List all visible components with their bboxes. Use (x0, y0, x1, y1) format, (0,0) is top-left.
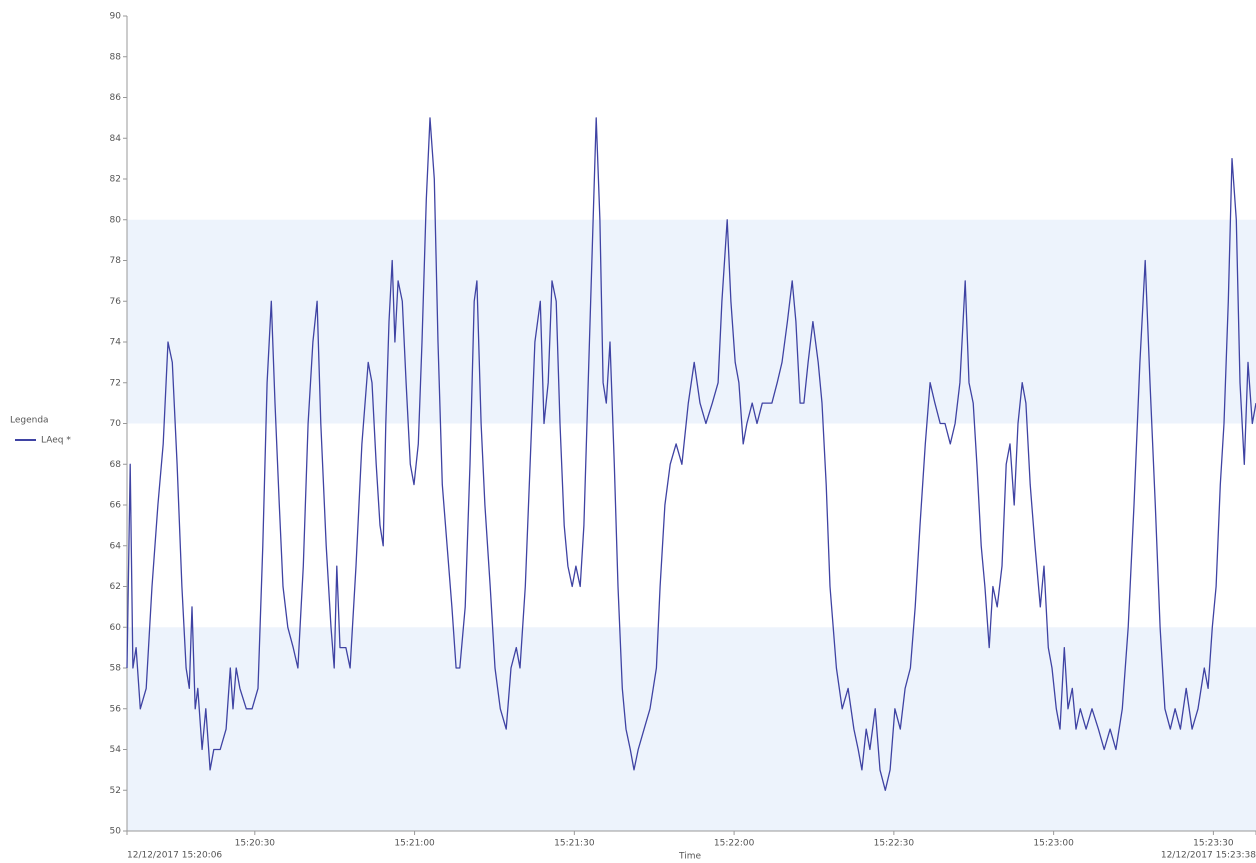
y-tick-label: 70 (110, 419, 122, 429)
y-tick-label: 60 (110, 623, 122, 633)
y-tick-label: 62 (110, 582, 121, 592)
legend-title: Legenda (10, 416, 49, 426)
y-tick-label: 86 (110, 93, 122, 103)
band (127, 627, 1256, 831)
x-tick-label: 15:23:30 (1193, 839, 1234, 849)
x-axis-title: Time (678, 852, 701, 862)
y-tick-label: 88 (110, 52, 122, 62)
y-tick-label: 72 (110, 378, 121, 388)
legend-label: LAeq * (41, 436, 71, 446)
band (127, 219, 1256, 424)
x-tick-label: 12/12/2017 15:23:38 (1161, 851, 1256, 861)
y-tick-label: 54 (110, 745, 122, 755)
x-tick-label: 15:21:30 (554, 839, 595, 849)
x-tick-label: 15:22:00 (714, 839, 755, 849)
y-tick-label: 56 (110, 704, 122, 714)
x-tick-label: 12/12/2017 15:20:06 (127, 851, 222, 861)
line (126, 117, 1256, 791)
y-tick-label: 52 (110, 786, 121, 796)
y-tick-label: 78 (110, 256, 122, 266)
y-tick-label: 64 (110, 541, 122, 551)
y-tick-label: 80 (110, 215, 122, 225)
y-tick-label: 90 (110, 12, 122, 22)
y-tick-label: 84 (110, 134, 122, 144)
y-tick-label: 74 (110, 338, 122, 348)
x-tick-label: 15:21:00 (394, 839, 435, 849)
y-tick-label: 76 (110, 297, 122, 307)
x-tick-label: 15:23:00 (1033, 839, 1074, 849)
y-tick-label: 66 (110, 501, 122, 511)
y-tick-label: 82 (110, 175, 121, 185)
y-tick-label: 58 (110, 664, 122, 674)
y-tick-label: 68 (110, 460, 122, 470)
y-tick-label: 50 (110, 827, 122, 837)
x-tick-label: 15:22:30 (874, 839, 915, 849)
x-tick-label: 15:20:30 (235, 839, 276, 849)
